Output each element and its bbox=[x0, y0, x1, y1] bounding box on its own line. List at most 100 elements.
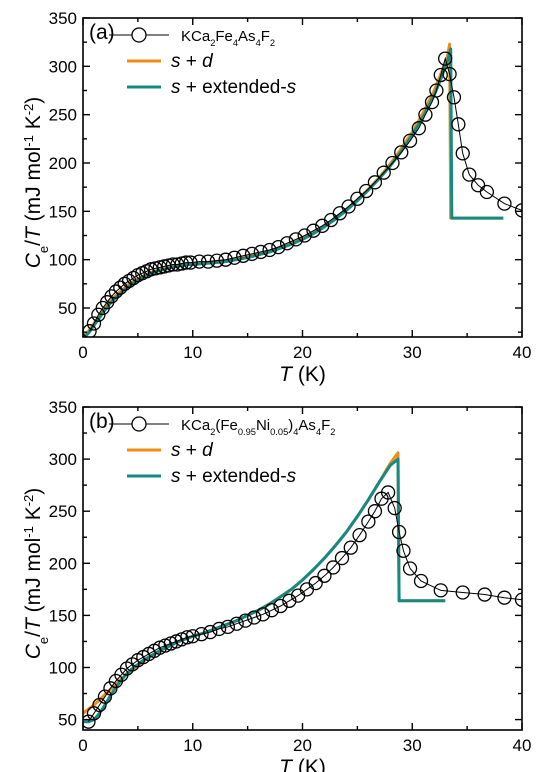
data-point bbox=[86, 706, 102, 721]
data-point bbox=[97, 689, 113, 704]
data-point bbox=[262, 242, 277, 258]
data-point bbox=[479, 184, 495, 200]
data-point bbox=[92, 697, 107, 713]
data-point bbox=[334, 550, 350, 566]
label-fragment: K bbox=[22, 506, 45, 526]
label-fragment: T bbox=[279, 363, 294, 386]
label-fragment: (K) bbox=[292, 363, 326, 386]
label-fragment: ) bbox=[22, 97, 45, 104]
data-point bbox=[361, 514, 376, 529]
label-fragment: -2 bbox=[21, 104, 36, 116]
data-point bbox=[192, 254, 207, 269]
label-fragment: T bbox=[22, 225, 45, 240]
data-point bbox=[108, 284, 124, 299]
label-fragment: / bbox=[22, 631, 45, 637]
label-fragment: e bbox=[36, 246, 51, 253]
data-point bbox=[442, 66, 457, 82]
label-fragment: + bbox=[181, 440, 203, 461]
label-fragment: -2 bbox=[21, 495, 36, 507]
data-point bbox=[433, 583, 448, 598]
data-point bbox=[200, 254, 216, 269]
y-axis-label: Ce/T (mJ mol-1 K-2) bbox=[21, 97, 51, 269]
data-point bbox=[497, 590, 512, 605]
y-tick-label: 250 bbox=[49, 502, 77, 521]
series-connector bbox=[89, 56, 522, 332]
plot-frame bbox=[82, 406, 523, 731]
data-point bbox=[103, 681, 118, 696]
data-point bbox=[126, 270, 141, 286]
data-point bbox=[194, 626, 209, 642]
data-point bbox=[477, 587, 492, 602]
data-point bbox=[343, 540, 358, 555]
data-point bbox=[387, 500, 402, 516]
x-tick-label: 20 bbox=[293, 736, 312, 755]
y-tick-label: 100 bbox=[49, 251, 77, 270]
x-tick-label: 30 bbox=[403, 736, 422, 755]
data-point bbox=[264, 603, 279, 618]
y-tick-label: 300 bbox=[49, 450, 77, 469]
data-point bbox=[273, 598, 288, 614]
label-fragment: (Fe bbox=[215, 417, 238, 434]
data-point bbox=[244, 246, 260, 262]
data-point bbox=[350, 191, 365, 206]
plot-frame bbox=[82, 17, 523, 338]
label-fragment: e bbox=[36, 637, 51, 644]
data-point bbox=[380, 485, 396, 500]
legend-symbol-marker bbox=[131, 27, 147, 43]
label-fragment: C bbox=[22, 643, 45, 659]
label-fragment: s bbox=[287, 466, 297, 487]
label-fragment: d bbox=[202, 51, 214, 72]
data-point bbox=[247, 610, 262, 625]
label-fragment: 4 bbox=[256, 38, 261, 48]
data-point bbox=[220, 619, 236, 634]
data-point bbox=[83, 714, 96, 729]
data-point bbox=[203, 624, 218, 640]
label-fragment: 4 bbox=[293, 427, 298, 437]
label-fragment: / bbox=[22, 240, 45, 246]
legend-entry: s + d bbox=[171, 440, 214, 461]
label-fragment: 0.05 bbox=[270, 427, 288, 437]
legend-entry: s + extended-s bbox=[171, 77, 297, 98]
data-point bbox=[326, 560, 341, 575]
data-point bbox=[185, 629, 200, 644]
label-fragment: 2 bbox=[210, 427, 215, 437]
label-fragment: (K) bbox=[292, 756, 326, 772]
y-tick-label: 200 bbox=[49, 554, 77, 573]
data-point bbox=[411, 121, 426, 136]
plot-area bbox=[83, 451, 522, 729]
x-axis-label: T (K) bbox=[279, 756, 326, 772]
series-line-2 bbox=[83, 457, 446, 724]
data-point bbox=[306, 223, 321, 238]
data-point bbox=[229, 616, 244, 631]
x-tick-label: 20 bbox=[293, 343, 312, 362]
data-point bbox=[359, 183, 374, 199]
data-point bbox=[236, 248, 251, 263]
y-tick-label: 200 bbox=[49, 154, 77, 173]
y-tick-label: 350 bbox=[49, 9, 77, 28]
label-fragment: (mJ mol bbox=[22, 147, 45, 228]
data-point bbox=[238, 613, 253, 628]
data-point bbox=[418, 107, 433, 122]
x-tick-label: 10 bbox=[183, 736, 202, 755]
y-tick-label: 100 bbox=[49, 658, 77, 677]
label-fragment: T bbox=[22, 616, 45, 631]
label-fragment: d bbox=[202, 440, 214, 461]
data-point bbox=[367, 175, 383, 190]
label-fragment: 4 bbox=[233, 38, 238, 48]
label-fragment: KCa bbox=[181, 28, 211, 45]
data-point bbox=[352, 528, 367, 543]
data-point bbox=[211, 621, 227, 637]
label-fragment: s bbox=[287, 77, 297, 98]
data-point bbox=[367, 504, 383, 519]
data-point bbox=[455, 585, 470, 600]
label-fragment: 2 bbox=[270, 38, 275, 48]
y-tick-label: 150 bbox=[49, 202, 77, 221]
label-fragment: s bbox=[171, 77, 181, 98]
label-fragment: s bbox=[171, 440, 181, 461]
data-point bbox=[394, 145, 409, 160]
data-point bbox=[317, 568, 332, 583]
data-point bbox=[413, 573, 429, 589]
label-fragment: Ni bbox=[256, 417, 270, 434]
